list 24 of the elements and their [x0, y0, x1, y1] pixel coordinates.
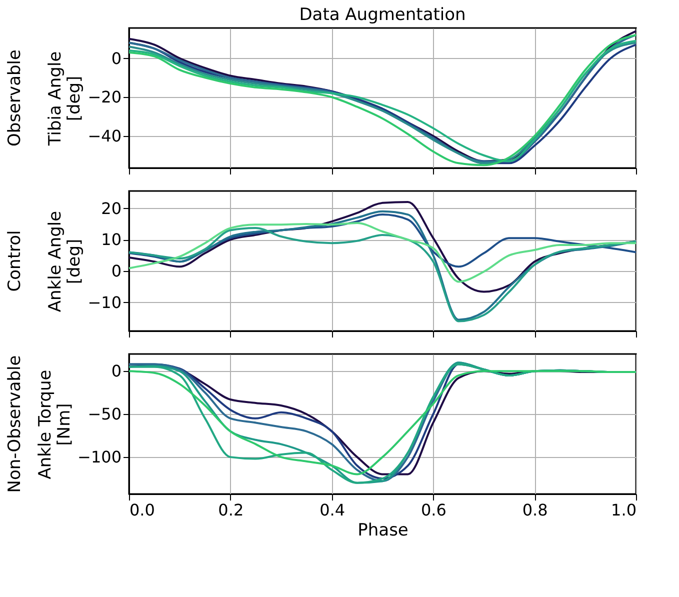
x-tick-label: 0.4	[320, 500, 346, 520]
x-tick-label: 1.0	[611, 500, 636, 520]
y-tick-label: 0	[111, 262, 122, 281]
x-axis-title: Phase	[358, 520, 408, 540]
y-axis-title: Ankle Torque [Nm]	[36, 370, 75, 480]
x-tick-label: 0.8	[522, 500, 548, 520]
x-tick-label: 0.6	[420, 500, 446, 520]
chart-title: Data Augmentation	[299, 5, 466, 25]
y-tick-label: 10	[101, 230, 122, 250]
y-tick-label: −40	[88, 126, 122, 146]
text: Control	[5, 230, 25, 292]
y-tick-label: 0	[111, 48, 122, 68]
y-tick-label: −10	[88, 292, 122, 312]
x-tick-label: 0.0	[130, 500, 155, 520]
y-tick-label: 20	[101, 198, 122, 218]
y-axis-title: Tibia Angle [deg]	[46, 51, 85, 147]
y-tick-label: −20	[88, 88, 122, 107]
y-tick-label: −100	[78, 448, 122, 467]
text: Observable	[5, 50, 25, 146]
y-tick-label: −50	[88, 404, 122, 424]
y-tick-label: 0	[111, 362, 122, 381]
text: Non-Observable	[5, 355, 25, 493]
y-axis-title: Ankle Angle [deg]	[46, 210, 85, 312]
x-tick-label: 0.2	[218, 500, 244, 520]
